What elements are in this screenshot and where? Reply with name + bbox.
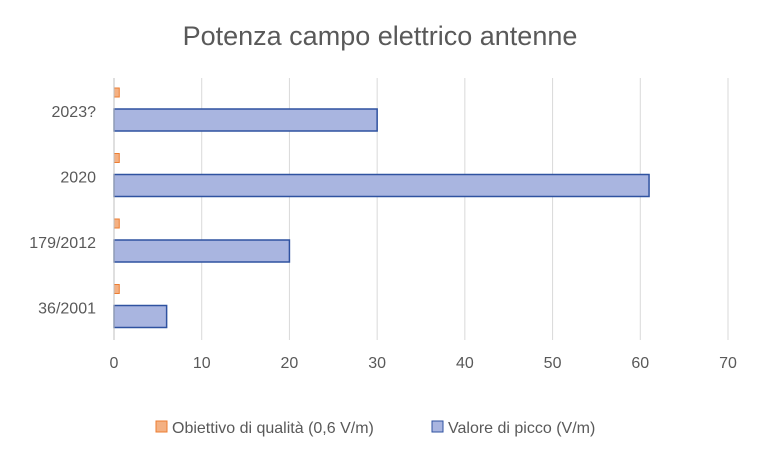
bar-valore-0: [113, 304, 168, 329]
bar-obiettivo-3: [113, 87, 120, 98]
x-tick-60: 60: [631, 355, 649, 372]
chart-title: Potenza campo elettrico antenne: [183, 21, 578, 51]
x-tick-20: 20: [281, 355, 299, 372]
x-tick-50: 50: [544, 355, 562, 372]
legend-label-obiettivo: Obiettivo di qualità (0,6 V/m): [172, 420, 374, 437]
x-tick-70: 70: [719, 355, 737, 372]
bar-obiettivo-0: [113, 284, 120, 294]
y-tick-label: 36/2001: [38, 300, 96, 317]
y-tick-label: 2023?: [52, 104, 97, 121]
legend-swatch-obiettivo: [155, 420, 168, 433]
x-tick-30: 30: [368, 355, 386, 372]
x-tick-0: 0: [110, 355, 119, 372]
bar-valore-1: [113, 239, 291, 263]
bars: [113, 87, 650, 329]
bar-valore-2: [113, 173, 650, 198]
bar-valore-3: [113, 108, 378, 132]
bar-obiettivo-1: [113, 218, 120, 229]
y-tick-labels: 36/2001 179/2012 2020 2023?: [29, 104, 96, 318]
legend: Obiettivo di qualità (0,6 V/m) Valore di…: [155, 420, 595, 437]
x-tick-labels: 0 10 20 30 40 50 60 70: [110, 355, 737, 372]
x-tick-10: 10: [193, 355, 211, 372]
bar-obiettivo-2: [113, 153, 120, 163]
legend-swatch-valore: [431, 420, 444, 433]
y-tick-label: 2020: [60, 169, 96, 186]
y-tick-label: 179/2012: [29, 235, 96, 252]
x-tick-40: 40: [456, 355, 474, 372]
legend-label-valore: Valore di picco (V/m): [448, 420, 595, 437]
